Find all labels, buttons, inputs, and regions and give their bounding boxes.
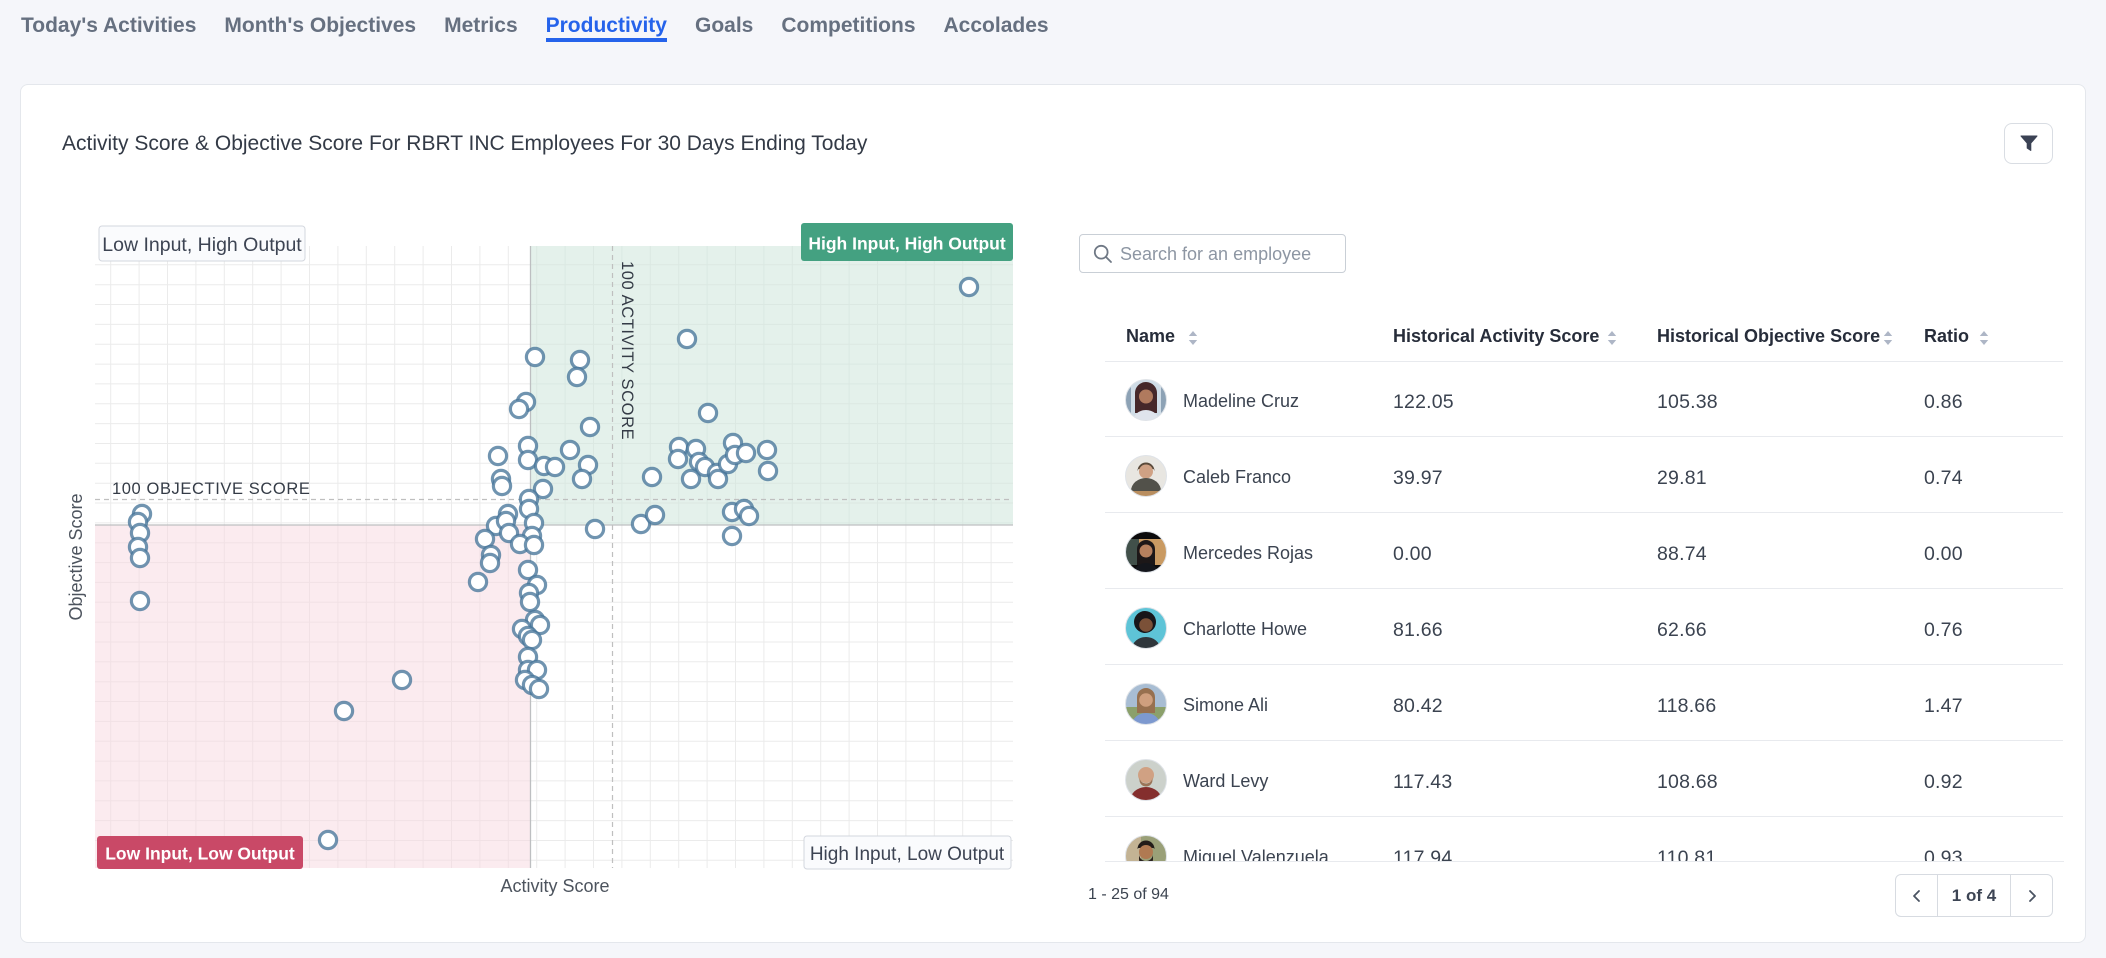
svg-text:High Input, Low Output: High Input, Low Output	[810, 844, 1005, 865]
svg-text:100 ACTIVITY SCORE: 100 ACTIVITY SCORE	[618, 261, 636, 440]
svg-text:Low Input, Low Output: Low Input, Low Output	[105, 844, 295, 864]
svg-text:Activity Score: Activity Score	[500, 876, 609, 896]
svg-text:Low Input, High Output: Low Input, High Output	[102, 234, 302, 256]
svg-text:100 OBJECTIVE SCORE: 100 OBJECTIVE SCORE	[112, 480, 310, 498]
svg-text:High Input, High Output: High Input, High Output	[808, 234, 1005, 254]
svg-text:Objective Score: Objective Score	[66, 493, 86, 620]
